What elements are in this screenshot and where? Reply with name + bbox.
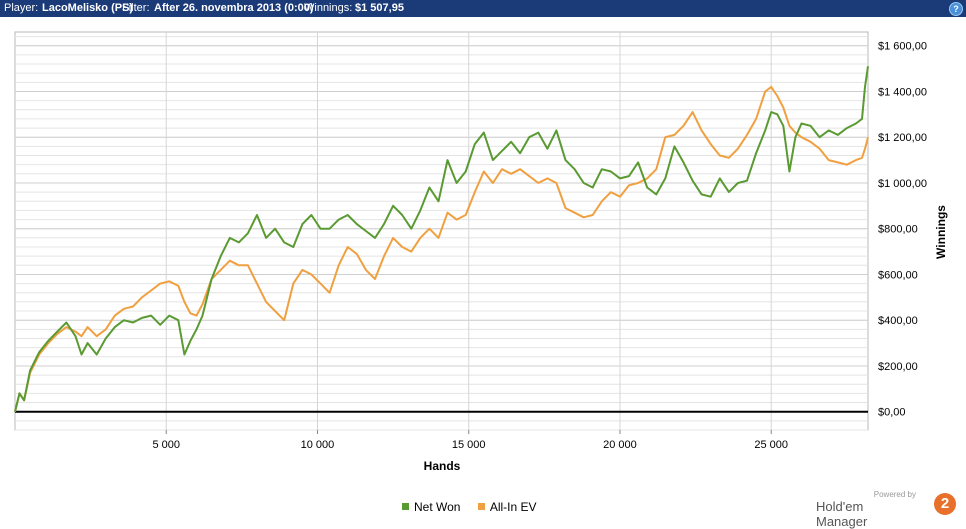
chart-ticks: 5 000 10 000 15 000 20 000 25 000 $0,00 $200,0…: [152, 41, 926, 451]
series-line-all-in-ev: [14, 85, 869, 412]
winnings-label: Winnings:: [304, 2, 353, 14]
filter-label: Filter:: [122, 2, 150, 14]
x-tick-label: 20 000: [603, 439, 637, 451]
help-icon[interactable]: ?: [949, 2, 963, 16]
y-tick-label: $1 000,00: [878, 178, 927, 190]
powered-by-text: Powered by: [873, 490, 916, 499]
y-tick-label: $1 200,00: [878, 132, 927, 144]
chart-grid: [14, 31, 869, 431]
y-tick-label: $800,00: [878, 224, 918, 236]
legend-label-net-won: Net Won: [414, 500, 461, 514]
legend-label-all-in-ev: All-In EV: [489, 500, 537, 514]
brand-name: Hold'em Manager: [816, 499, 868, 529]
y-tick-label: $400,00: [878, 315, 918, 327]
player-label: Player:: [4, 2, 39, 14]
x-tick-label: 15 000: [452, 439, 486, 451]
legend-item-all-in-ev[interactable]: All-In EV: [477, 500, 537, 514]
chart-legend: Net Won All-In EV: [402, 500, 551, 514]
title-bar: Player: LacoMelisko (PS) Filter: After 2…: [0, 0, 966, 17]
bankroll-chart: 5 000 10 000 15 000 20 000 25 000 $0,00 $200,0…: [14, 31, 948, 473]
y-tick-label: $1 600,00: [878, 41, 927, 53]
x-tick-label: 10 000: [301, 439, 335, 451]
legend-swatch-net-won: [402, 503, 409, 510]
brand-logo: 2: [934, 493, 956, 515]
y-tick-label: $600,00: [878, 269, 918, 281]
legend-item-net-won[interactable]: Net Won: [402, 500, 460, 514]
legend-swatch-all-in-ev: [477, 503, 485, 510]
series-line-net-won: [14, 66, 869, 412]
y-axis-title: Winnings: [934, 205, 948, 259]
filter-value: After 26. novembra 2013 (0:00): [154, 2, 314, 14]
y-tick-label: $0,00: [878, 407, 906, 419]
x-axis-title: Hands: [424, 459, 461, 473]
x-tick-label: 25 000: [754, 439, 788, 451]
player-value: LacoMelisko (PS): [42, 2, 134, 14]
y-tick-label: $1 400,00: [878, 86, 927, 98]
x-tick-label: 5 000: [152, 439, 180, 451]
chart-series: [14, 66, 869, 412]
y-tick-label: $200,00: [878, 361, 918, 373]
winnings-value: $1 507,95: [355, 2, 404, 14]
branding: Powered by Hold'em Manager 2: [816, 490, 956, 529]
